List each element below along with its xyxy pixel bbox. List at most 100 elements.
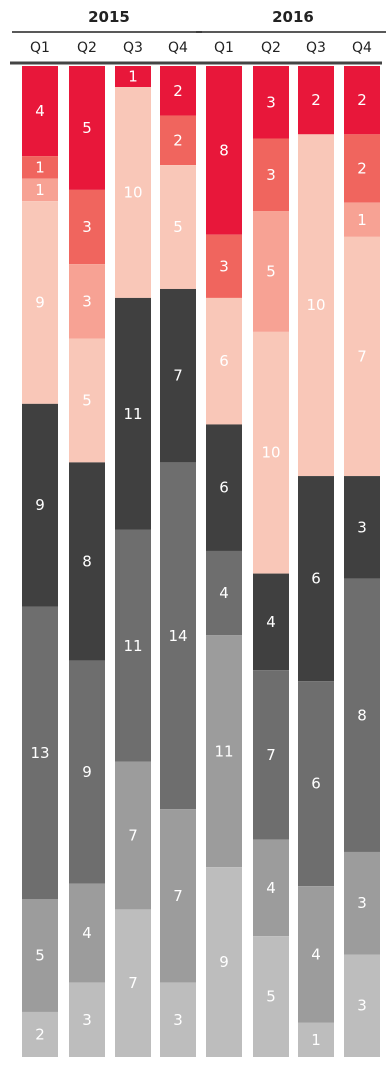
year-label-2016: 2016 (272, 8, 314, 26)
data-label: 11 (214, 742, 233, 760)
data-label: 14 (168, 627, 187, 645)
data-label: 4 (266, 613, 276, 631)
bar-segment (253, 670, 289, 840)
data-label: 7 (357, 347, 367, 365)
bar-segment (206, 66, 242, 235)
data-label: 5 (173, 218, 183, 236)
bar-segment (298, 681, 334, 887)
bar-segment (206, 635, 242, 868)
data-label: 3 (266, 166, 276, 184)
bar-segment (253, 573, 289, 671)
data-label: 1 (35, 181, 45, 199)
data-label: 7 (266, 746, 276, 764)
data-label: 4 (35, 102, 45, 120)
quarter-label-q4-2016: Q4 (352, 40, 372, 56)
data-label: 4 (82, 924, 92, 942)
data-label: 9 (35, 496, 45, 514)
bar-segment (344, 851, 380, 955)
data-label: 3 (82, 292, 92, 310)
bar-segment (115, 87, 151, 298)
bar-segment (160, 462, 196, 810)
bar-segment (298, 476, 334, 682)
bar-segment (69, 660, 105, 884)
bar-segment (253, 936, 289, 1057)
bar-segment (253, 331, 289, 574)
data-label: 2 (173, 82, 183, 100)
data-label: 9 (82, 763, 92, 781)
data-label: 7 (128, 974, 138, 992)
data-label: 13 (30, 744, 49, 762)
data-label: 6 (219, 352, 229, 370)
bar-segment (160, 165, 196, 289)
bar-segment (69, 66, 105, 190)
bar-segment (298, 134, 334, 477)
bar-segment (206, 867, 242, 1057)
data-label: 3 (173, 1011, 183, 1029)
data-label: 5 (266, 988, 276, 1006)
quarter-label-q4-2015: Q4 (168, 40, 188, 56)
bar-segment (69, 189, 105, 265)
data-label: 9 (219, 953, 229, 971)
data-label: 4 (311, 945, 321, 963)
data-label: 3 (82, 1011, 92, 1029)
bar-segment (69, 462, 105, 661)
bar-segment (344, 954, 380, 1057)
bar-segment (22, 66, 58, 157)
bar-segment (115, 909, 151, 1057)
data-label: 7 (173, 367, 183, 385)
bar-segment (298, 886, 334, 1023)
data-label: 7 (173, 887, 183, 905)
bar-segment (115, 66, 151, 88)
bar-segment (253, 138, 289, 212)
quarter-label-q1-2016: Q1 (214, 40, 234, 56)
data-label: 1 (311, 1031, 321, 1049)
year-label-2015: 2015 (88, 8, 130, 26)
data-label: 11 (123, 637, 142, 655)
data-label: 6 (219, 479, 229, 497)
bar-segment (22, 178, 58, 202)
data-label: 3 (357, 894, 367, 912)
data-label: 11 (123, 405, 142, 423)
data-label: 10 (261, 444, 280, 462)
bar-segment (253, 839, 289, 937)
bar-segment (22, 403, 58, 607)
bar-segment (160, 288, 196, 463)
bar-segment (206, 550, 242, 636)
data-label: 5 (35, 947, 45, 965)
data-label: 3 (266, 93, 276, 111)
bar-segment (22, 899, 58, 1012)
bar-segment (22, 1011, 58, 1057)
data-label: 5 (82, 391, 92, 409)
data-label: 8 (219, 141, 229, 159)
bar-segment (206, 424, 242, 551)
data-label: 2 (357, 160, 367, 178)
quarter-label-q2-2016: Q2 (261, 40, 281, 56)
bar-segment (206, 297, 242, 425)
data-label: 3 (357, 518, 367, 536)
data-label: 2 (311, 91, 321, 109)
bar-segment (344, 476, 380, 579)
data-label: 3 (219, 257, 229, 275)
bar-segment (160, 66, 196, 116)
data-label: 10 (123, 184, 142, 202)
bar-segment (160, 982, 196, 1057)
quarter-label-q1-2015: Q1 (30, 40, 50, 56)
data-label: 2 (35, 1025, 45, 1043)
bar-segment (160, 115, 196, 166)
bar-segment (206, 234, 242, 298)
bar-segment (69, 982, 105, 1057)
bar-segment (344, 202, 380, 237)
bar-segment (22, 606, 58, 900)
bar-segment (160, 809, 196, 983)
data-label: 4 (266, 879, 276, 897)
bar-segment (253, 66, 289, 139)
data-label: 7 (128, 827, 138, 845)
data-label: 10 (306, 296, 325, 314)
bar-segment (344, 578, 380, 852)
data-label: 1 (35, 158, 45, 176)
data-label: 5 (82, 119, 92, 137)
bar-segment (69, 883, 105, 983)
data-label: 3 (82, 218, 92, 236)
data-label: 3 (357, 997, 367, 1015)
